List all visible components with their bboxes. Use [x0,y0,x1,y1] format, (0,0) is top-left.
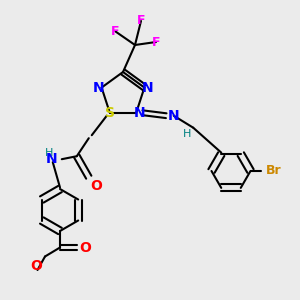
Text: F: F [137,14,145,28]
Text: O: O [30,259,42,273]
Text: N: N [46,152,57,166]
Text: N: N [93,80,104,94]
Text: N: N [142,80,153,94]
Text: O: O [80,241,92,254]
Text: S: S [105,106,115,120]
Text: O: O [90,179,102,193]
Text: F: F [111,25,120,38]
Text: H: H [45,148,53,158]
Text: N: N [134,106,145,120]
Text: H: H [183,129,192,139]
Text: N: N [168,109,179,123]
Text: F: F [152,35,160,49]
Text: Br: Br [266,164,281,178]
